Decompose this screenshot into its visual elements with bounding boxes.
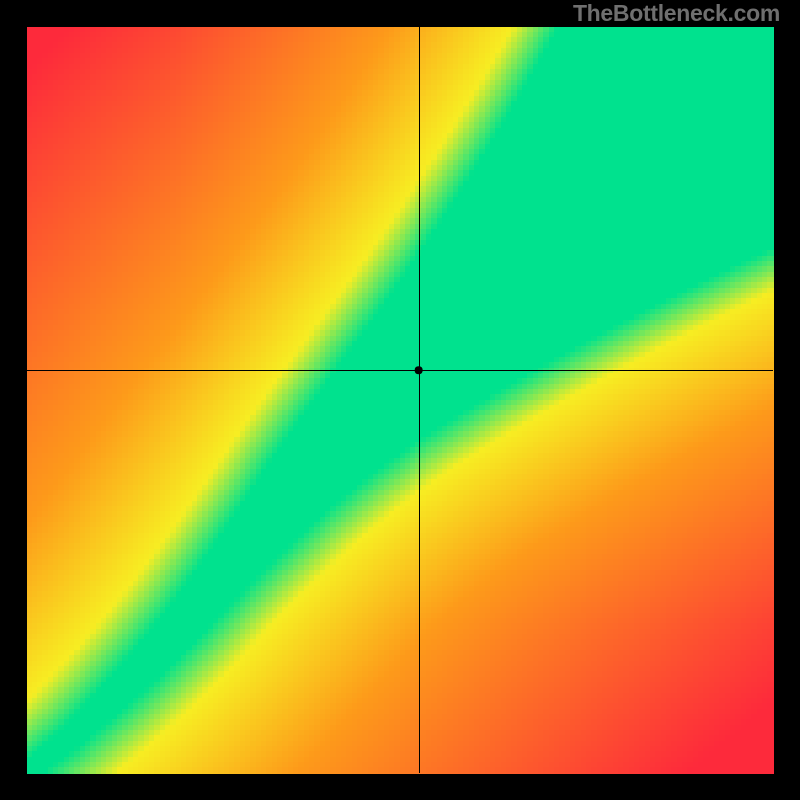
watermark-text: TheBottleneck.com <box>573 0 780 27</box>
bottleneck-heatmap <box>0 0 800 800</box>
